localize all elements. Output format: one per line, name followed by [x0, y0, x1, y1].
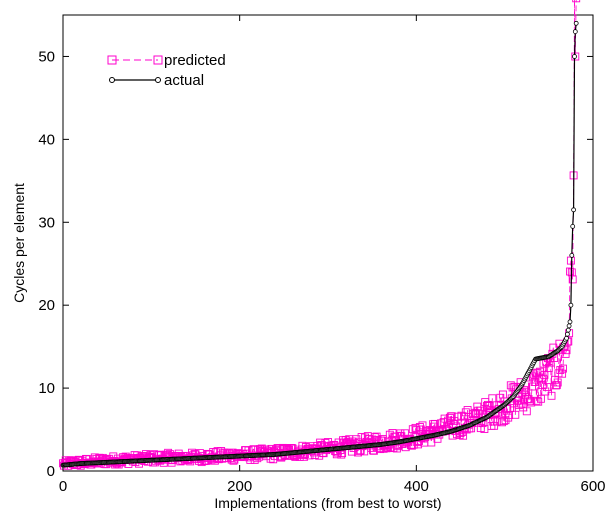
predicted-point	[396, 429, 405, 438]
predicted-point	[562, 346, 571, 355]
predicted-point	[490, 421, 499, 430]
x-tick-label: 0	[59, 478, 67, 495]
predicted-point	[559, 364, 567, 373]
predicted-point	[483, 400, 492, 409]
legend-actual-marker	[155, 77, 161, 83]
x-axis-label: Implementations (from best to worst)	[214, 495, 441, 511]
x-tick-label: 400	[404, 478, 429, 495]
y-axis-label: Cycles per element	[11, 183, 27, 303]
legend: predicted actual	[107, 52, 226, 89]
actual-point	[565, 331, 570, 337]
actual-point	[564, 335, 569, 341]
predicted-point	[503, 404, 512, 413]
predicted-point	[544, 364, 553, 372]
predicted-point	[553, 378, 562, 387]
predicted-point	[534, 397, 543, 406]
legend-actual-marker	[109, 77, 115, 83]
legend-predicted-marker	[107, 55, 117, 65]
actual-point	[566, 323, 572, 329]
actual-point	[568, 302, 574, 308]
predicted-point	[416, 425, 425, 434]
y-tick-label: 10	[38, 380, 55, 397]
actual-point	[573, 20, 579, 26]
actual-point	[570, 223, 576, 229]
predicted-point	[473, 402, 482, 411]
predicted-point	[385, 430, 394, 439]
legend-item-actual: actual	[109, 72, 204, 89]
predicted-point	[552, 381, 561, 390]
actual-point	[569, 252, 575, 258]
x-axis: 0 200 400 600	[59, 15, 606, 495]
predicted-point	[528, 382, 536, 391]
x-tick-label: 600	[580, 478, 605, 495]
legend-actual-label: actual	[164, 72, 204, 89]
actual-point	[567, 319, 573, 325]
predicted-point	[538, 381, 547, 390]
y-axis: 0 10 20 30 40 50	[38, 48, 593, 480]
predicted-point	[514, 401, 523, 410]
predicted-point	[273, 444, 282, 452]
predicted-point	[566, 267, 574, 276]
predicted-point	[511, 410, 520, 419]
actual-point	[571, 207, 576, 213]
predicted-point	[316, 438, 325, 447]
y-tick-label: 20	[38, 297, 55, 314]
y-tick-label: 30	[38, 214, 55, 231]
actual-point	[565, 327, 571, 333]
predicted-point	[532, 396, 541, 405]
y-tick-label: 0	[47, 463, 55, 480]
predicted-point	[541, 387, 550, 396]
predicted-point	[447, 412, 456, 421]
actual-point	[572, 29, 578, 35]
predicted-point	[337, 450, 346, 459]
predicted-point	[543, 383, 552, 392]
predicted-point	[558, 369, 567, 378]
legend-item-predicted: predicted	[107, 52, 226, 69]
series-layer	[60, 20, 579, 468]
predicted-point	[537, 375, 546, 384]
predicted-point	[535, 373, 544, 382]
predicted-point	[572, 0, 581, 3]
predicted-point	[547, 391, 556, 400]
x-tick-label: 200	[227, 478, 252, 495]
predicted-scatter-layer	[59, 0, 581, 470]
legend-predicted-label: predicted	[164, 52, 226, 69]
predicted-point	[536, 394, 545, 403]
predicted-point	[540, 370, 549, 379]
predicted-point	[571, 52, 580, 61]
predicted-point	[568, 275, 577, 284]
predicted-point	[485, 402, 494, 410]
actual-point	[572, 54, 577, 59]
series-actual-line	[62, 23, 577, 466]
predicted-point	[526, 397, 535, 406]
plot-frame	[62, 14, 594, 472]
predicted-point	[522, 407, 531, 416]
predicted-point	[488, 394, 497, 403]
legend-predicted-marker	[153, 55, 163, 65]
y-tick-label: 40	[38, 131, 55, 148]
y-tick-label: 50	[38, 48, 55, 65]
